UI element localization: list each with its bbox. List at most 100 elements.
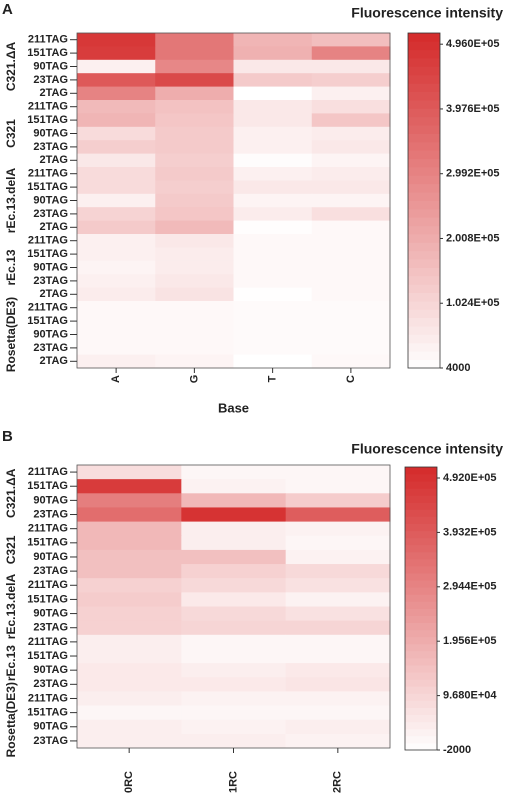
heatmap-cell <box>181 677 287 692</box>
row-label: 90TAG <box>33 664 68 676</box>
heatmap-cell <box>285 677 391 692</box>
heatmap-cell <box>285 691 391 707</box>
colorbar-step <box>405 608 437 616</box>
row-label: 151TAG <box>27 114 68 126</box>
heatmap-cell <box>77 493 182 508</box>
row-label: 2TAG <box>39 221 68 233</box>
heatmap-cell <box>285 479 391 494</box>
row-label: 23TAG <box>33 141 68 153</box>
row-label: 211TAG <box>28 466 68 478</box>
heatmap-cell <box>155 113 234 128</box>
colorbar-step <box>405 629 437 638</box>
heatmap-cell <box>77 354 156 369</box>
group-label: rEc.13 <box>4 645 18 681</box>
colorbar-step <box>408 334 440 344</box>
row-label: 211TAG <box>28 34 68 46</box>
group-label: rEc.13.delA <box>4 573 18 639</box>
heatmap-cell <box>77 507 182 523</box>
heatmap-cell <box>311 260 391 275</box>
heatmap-cell <box>311 180 391 195</box>
heatmap-cell <box>155 100 234 114</box>
colorbar-step <box>405 707 437 716</box>
heatmap-cell <box>155 354 234 369</box>
heatmap-cell <box>311 126 391 141</box>
colorbar-step <box>408 141 440 151</box>
heatmap-cell <box>311 167 391 181</box>
colorbar-step <box>408 200 440 210</box>
heatmap-cell <box>285 606 391 622</box>
colorbar-tick-label: 2.944E+05 <box>443 581 497 593</box>
heatmap-cell <box>77 287 156 302</box>
heatmap-cell <box>285 733 391 749</box>
group-label: rEc.13.delA <box>4 167 18 233</box>
heatmap-cell <box>181 733 287 749</box>
heatmap-cell <box>77 59 156 74</box>
group-label: rEc.13 <box>4 249 18 285</box>
col-label: C <box>345 375 357 383</box>
heatmap-cell <box>311 354 391 369</box>
heatmap-cell <box>155 274 234 289</box>
heatmap-cell <box>77 549 182 565</box>
heatmap-cell <box>285 592 391 607</box>
row-label: 211TAG <box>28 636 68 648</box>
heatmap-cell <box>233 287 313 302</box>
heatmap-cell <box>233 86 313 101</box>
row-label: 90TAG <box>33 607 68 619</box>
heatmap-cell <box>77 465 182 480</box>
heatmap-cell <box>181 564 287 579</box>
colorbar-step <box>408 83 440 93</box>
x-axis-title: Base <box>218 400 249 415</box>
heatmap-cell <box>77 100 156 114</box>
heatmap-cell <box>233 341 313 356</box>
colorbar-step <box>408 208 440 218</box>
row-label: 23TAG <box>33 208 68 220</box>
heatmap-cell <box>181 521 287 537</box>
colorbar-step <box>405 700 437 708</box>
heatmap-cell <box>77 86 156 101</box>
heatmap-cell <box>155 46 234 61</box>
colorbar-step <box>405 728 437 737</box>
heatmap-cell <box>181 493 287 508</box>
heatmap-cell <box>77 46 156 61</box>
heatmap-cell <box>233 126 313 141</box>
heatmap-cell <box>285 465 391 480</box>
group-label: C321.ΔA <box>4 468 18 518</box>
heatmap-cell <box>285 549 391 565</box>
heatmap-cell <box>285 705 391 721</box>
colorbar-step <box>408 259 440 268</box>
heatmap-cell <box>233 220 313 235</box>
heatmap-cell <box>285 663 391 678</box>
heatmap-cell <box>77 634 182 650</box>
heatmap-cell <box>311 86 391 101</box>
colorbar-step <box>408 41 440 51</box>
heatmap-cell <box>77 521 182 537</box>
col-label: T <box>267 375 279 382</box>
heatmap-cell <box>77 247 156 262</box>
group-label: Rosetta(DE3) <box>4 297 18 372</box>
heatmap-cell <box>155 301 234 315</box>
heatmap-cell <box>77 733 182 749</box>
colorbar-step <box>408 225 440 235</box>
colorbar-step <box>405 721 437 730</box>
colorbar-step <box>408 284 440 294</box>
heatmap-cell <box>181 705 287 721</box>
heatmap-cell <box>77 33 156 47</box>
heatmap-cell <box>77 606 182 622</box>
heatmap-cell <box>155 86 234 101</box>
colorbar-step <box>408 91 440 101</box>
row-label: 151TAG <box>27 593 68 605</box>
row-label: 151TAG <box>27 480 68 492</box>
colorbar-step <box>405 558 437 567</box>
row-label: 23TAG <box>33 565 68 577</box>
colorbar-step <box>408 301 440 310</box>
heatmap-cell <box>77 167 156 181</box>
group-label: Rosetta(DE3) <box>4 682 18 757</box>
heatmap-cell <box>285 634 391 650</box>
heatmap-cell <box>181 592 287 607</box>
colorbar-step <box>408 217 440 227</box>
colorbar-step <box>405 658 437 666</box>
heatmap-cell <box>77 207 156 222</box>
colorbar-step <box>405 679 437 687</box>
colorbar-step <box>408 326 440 335</box>
